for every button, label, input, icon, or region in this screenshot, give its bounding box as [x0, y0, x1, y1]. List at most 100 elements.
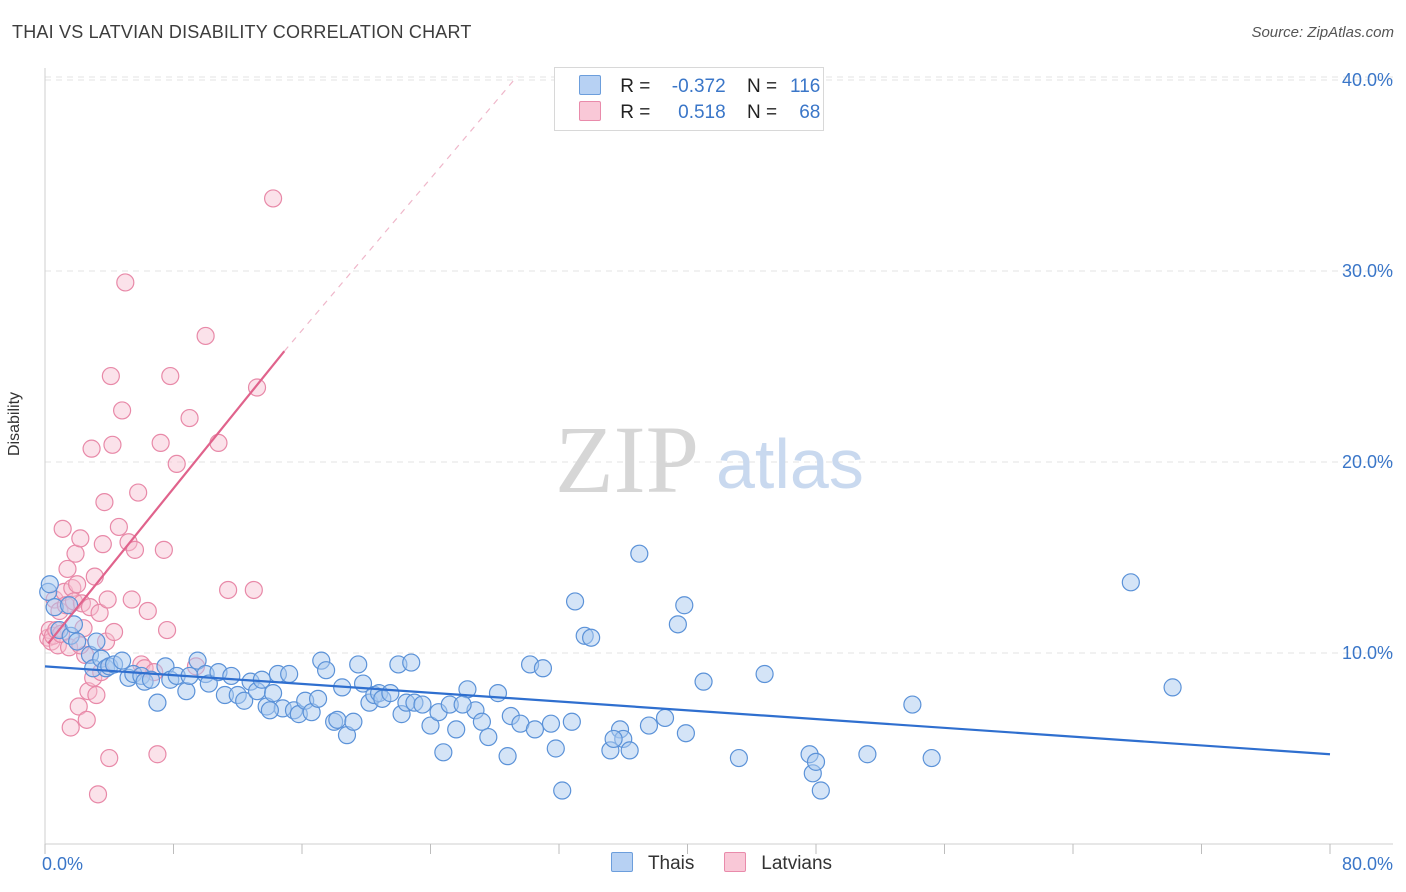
latvian-point-48	[129, 483, 148, 502]
thais-legend-label: Thais	[647, 853, 695, 874]
latvian-point-61	[196, 326, 215, 346]
thai-r-value: -0.372	[671, 76, 726, 97]
latvian-r-label: R =	[620, 102, 651, 123]
thai-point-83	[533, 659, 553, 678]
correlation-legend: R = -0.372 N = 116 R = 0.518 N = 68	[554, 67, 824, 131]
thai-point-47	[308, 689, 328, 708]
thai-point-86	[553, 781, 572, 800]
thai-point-99	[675, 596, 694, 615]
y-tick-label-1: 20.0%	[1342, 452, 1393, 472]
latvian-point-35	[95, 493, 114, 512]
latvian-point-55	[154, 540, 173, 559]
latvian-point-32	[90, 603, 109, 622]
thai-point-101	[694, 672, 713, 691]
thai-point-107	[811, 781, 830, 800]
trend-lines	[44, 75, 1331, 756]
thai-point-72	[447, 720, 466, 739]
thai-r-label: R =	[620, 76, 651, 97]
x-tick-labels: 0.0% 80.0%	[42, 854, 1393, 874]
latvian-point-42	[109, 517, 128, 537]
latvian-point-39	[101, 366, 120, 386]
thai-point-97	[655, 708, 675, 728]
thai-n-value: 116	[790, 76, 821, 97]
latvian-point-19	[69, 697, 88, 716]
latvian-point-31	[88, 785, 108, 804]
thai-point-106	[806, 752, 826, 771]
thai-point-84	[541, 714, 561, 733]
thai-point-20	[141, 670, 161, 689]
thai-point-39	[263, 684, 283, 703]
latvian-swatch	[579, 101, 601, 121]
thai-point-49	[316, 661, 336, 680]
latvians-legend-label: Latvians	[761, 853, 833, 874]
thai-point-98	[668, 615, 687, 634]
latvian-point-14	[61, 718, 80, 737]
thai-point-42	[280, 664, 299, 684]
thai-point-61	[381, 684, 400, 703]
latvian-point-38	[100, 748, 119, 768]
thai-point-75	[472, 712, 491, 731]
thai-point-21	[148, 693, 167, 712]
legend-item-latvians: Latvians	[724, 852, 832, 875]
thai-trend-line	[44, 665, 1331, 756]
latvian-point-40	[103, 435, 122, 454]
latvian-point-27	[82, 439, 101, 458]
latvian-n-value: 68	[799, 102, 821, 123]
latvian-point-64	[244, 580, 263, 600]
source-label: Source: ZipAtlas.com	[1251, 24, 1394, 41]
thai-point-103	[755, 664, 774, 684]
legend-item-thais: Thais	[611, 852, 694, 875]
latvian-point-63	[219, 580, 238, 600]
thai-point-54	[344, 712, 363, 731]
thai-swatch	[579, 75, 601, 95]
watermark-zip: ZIP	[555, 406, 699, 513]
latvians-legend-swatch	[724, 852, 746, 872]
thai-point-85	[546, 739, 565, 758]
thai-point-1	[40, 575, 59, 594]
latvian-point-37	[98, 590, 117, 609]
latvian-point-26	[80, 598, 100, 617]
thai-point-51	[328, 710, 347, 729]
latvian-r-value: 0.518	[678, 102, 726, 123]
x-tick-label-min: 0.0%	[42, 854, 83, 874]
latvian-trend-extension	[283, 75, 518, 352]
thai-point-114	[453, 695, 472, 714]
latvian-point-59	[180, 408, 199, 428]
thai-point-102	[729, 748, 749, 768]
latvian-point-46	[122, 590, 141, 609]
latvian-point-30	[87, 685, 106, 705]
thai-point-70	[434, 743, 453, 762]
legend-row-thai: R = -0.372 N = 116	[579, 75, 820, 101]
latvian-point-54	[151, 433, 170, 452]
thai-point-65	[402, 653, 421, 672]
latvian-point-56	[157, 620, 177, 640]
thai-point-15	[112, 651, 132, 670]
thai-point-10	[87, 632, 106, 651]
thai-point-7	[68, 632, 87, 651]
latvian-point-18	[68, 575, 87, 594]
thai-point-110	[922, 748, 941, 768]
thai-point-6	[64, 615, 84, 634]
latvian-point-20	[71, 529, 90, 548]
axes	[44, 68, 1393, 854]
thai-point-4	[59, 596, 79, 615]
thai-point-89	[565, 592, 585, 611]
latvian-point-58	[167, 454, 186, 474]
y-tick-label-2: 30.0%	[1342, 261, 1393, 281]
thai-point-95	[630, 544, 649, 563]
thai-point-96	[639, 716, 659, 735]
latvian-point-66	[263, 189, 283, 208]
thai-point-77	[488, 684, 508, 703]
watermark-atlas: atlas	[716, 425, 864, 503]
thai-point-109	[903, 695, 922, 714]
latvian-point-9	[53, 519, 72, 538]
thai-point-67	[413, 695, 432, 714]
latvian-point-43	[112, 401, 132, 420]
thai-point-32	[222, 666, 241, 686]
latvian-trend-line	[47, 350, 286, 645]
thai-point-115	[260, 701, 279, 720]
latvian-point-24	[77, 710, 96, 729]
thai-point-82	[525, 720, 545, 739]
latvian-point-34	[93, 535, 112, 554]
